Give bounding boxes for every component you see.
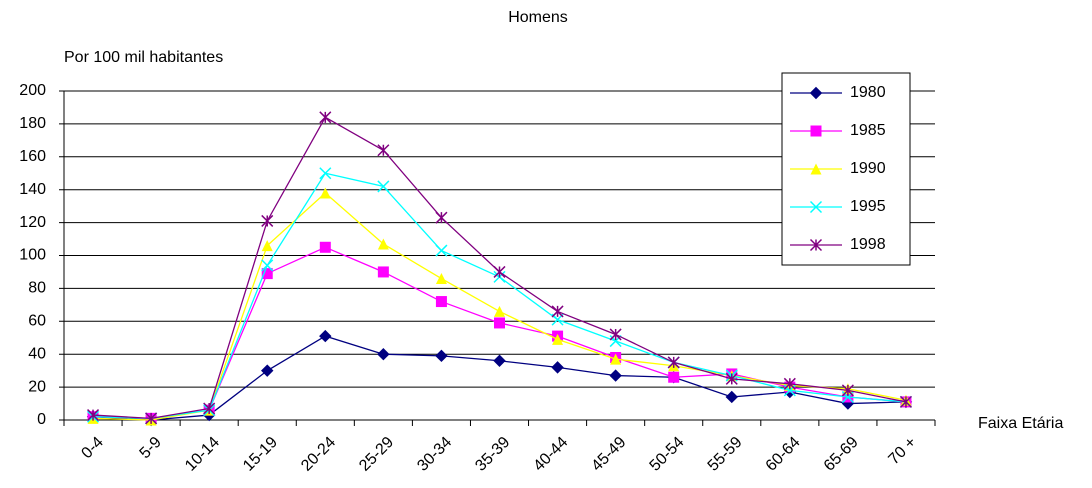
x-tick-label: 55-59 bbox=[705, 434, 746, 475]
y-tick-label: 200 bbox=[19, 82, 46, 99]
legend-label: 1980 bbox=[850, 84, 886, 101]
series-line bbox=[92, 335, 906, 421]
x-tick-label: 20-24 bbox=[298, 434, 339, 475]
x-tick-label: 50-54 bbox=[647, 434, 688, 475]
y-tick-label: 100 bbox=[19, 247, 46, 264]
marker bbox=[493, 265, 506, 278]
legend-label: 1995 bbox=[850, 198, 886, 215]
x-tick-label: 70 + bbox=[885, 434, 919, 468]
marker bbox=[609, 369, 622, 382]
x-tick-label: 30-34 bbox=[414, 434, 455, 475]
marker bbox=[810, 163, 822, 175]
marker bbox=[551, 361, 564, 374]
y-tick-label: 180 bbox=[19, 115, 46, 132]
marker bbox=[377, 238, 389, 250]
marker bbox=[551, 305, 564, 318]
marker bbox=[493, 354, 506, 367]
marker bbox=[377, 144, 390, 157]
marker bbox=[377, 347, 390, 361]
marker bbox=[809, 200, 823, 214]
marker bbox=[377, 266, 389, 278]
marker bbox=[783, 377, 796, 390]
marker bbox=[319, 111, 332, 124]
legend-label: 1998 bbox=[850, 236, 886, 253]
x-tick-label: 15-19 bbox=[240, 434, 281, 475]
y-tick-label: 140 bbox=[19, 181, 46, 198]
marker bbox=[261, 364, 274, 377]
marker bbox=[377, 180, 390, 193]
legend-label: 1985 bbox=[850, 122, 886, 139]
x-tick-label: 10-14 bbox=[182, 434, 223, 475]
y-tick-label: 160 bbox=[19, 148, 46, 165]
marker bbox=[203, 402, 216, 415]
x-axis-label: Faixa Etária bbox=[978, 415, 1063, 432]
y-tick-label: 60 bbox=[28, 313, 46, 330]
marker bbox=[319, 167, 332, 180]
x-tick-label: 25-29 bbox=[356, 434, 397, 475]
y-tick-label: 40 bbox=[28, 345, 46, 362]
marker bbox=[435, 273, 447, 285]
marker bbox=[667, 356, 680, 369]
marker bbox=[435, 211, 448, 224]
marker bbox=[668, 371, 680, 383]
marker bbox=[319, 187, 331, 199]
marker bbox=[609, 328, 622, 341]
y-tick-label: 120 bbox=[19, 214, 46, 231]
marker bbox=[725, 372, 738, 385]
x-tick-label: 35-39 bbox=[472, 434, 513, 475]
marker bbox=[494, 305, 505, 317]
marker bbox=[319, 329, 332, 343]
marker bbox=[319, 241, 331, 253]
marker bbox=[809, 86, 823, 100]
y-tick-label: 20 bbox=[28, 378, 46, 395]
x-tick-label: 0-4 bbox=[78, 434, 106, 462]
marker bbox=[145, 412, 158, 425]
marker bbox=[435, 296, 447, 308]
marker bbox=[810, 125, 822, 137]
y-axis-label: Por 100 mil habitantes bbox=[64, 49, 223, 66]
marker bbox=[552, 333, 564, 345]
legend-label: 1990 bbox=[850, 160, 886, 177]
y-tick-label: 0 bbox=[37, 411, 46, 428]
chart-title: Homens bbox=[508, 9, 568, 26]
marker bbox=[809, 238, 823, 252]
marker bbox=[261, 240, 273, 252]
marker bbox=[435, 349, 448, 363]
marker bbox=[261, 259, 274, 272]
x-tick-label: 45-49 bbox=[588, 434, 629, 475]
marker bbox=[261, 214, 274, 227]
marker bbox=[261, 268, 273, 280]
marker bbox=[899, 395, 912, 408]
marker bbox=[841, 384, 854, 397]
marker bbox=[610, 353, 622, 365]
marker bbox=[494, 317, 505, 329]
y-tick-label: 80 bbox=[28, 280, 46, 297]
x-tick-label: 60-64 bbox=[763, 434, 804, 475]
marker bbox=[725, 390, 738, 404]
x-tick-label: 40-44 bbox=[530, 434, 571, 475]
x-tick-label: 5-9 bbox=[137, 434, 165, 462]
marker bbox=[87, 409, 100, 422]
x-tick-label: 65-69 bbox=[821, 434, 862, 475]
marker bbox=[435, 244, 448, 257]
